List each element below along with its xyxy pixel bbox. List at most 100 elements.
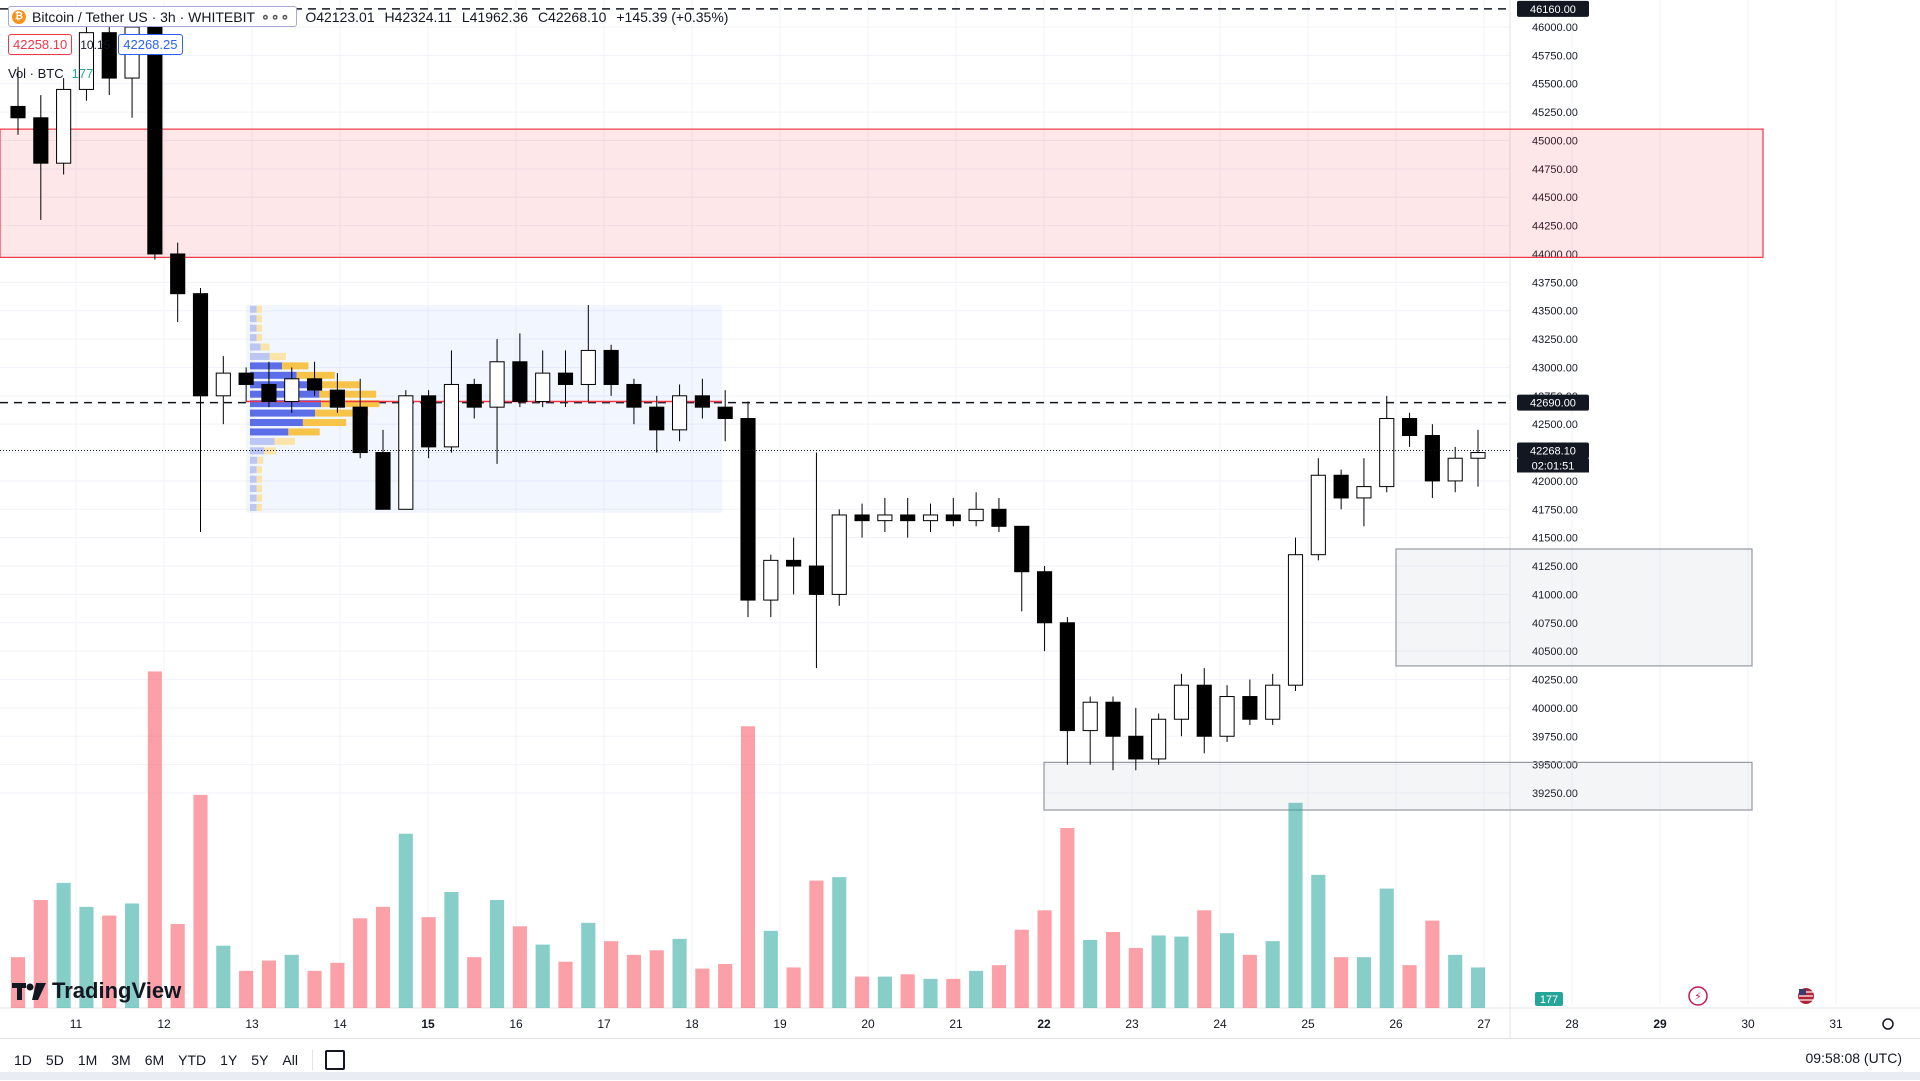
chart-canvas[interactable]: 46000.00 45750.00 45500.00 45250.00 45000.00… <box>0 0 1920 1038</box>
volume-label: Vol · BTC <box>8 66 64 81</box>
volume-bar <box>124 903 140 1008</box>
profile-bar-down <box>321 400 380 408</box>
timeframe-1m[interactable]: 1M <box>77 1052 98 1068</box>
time-tick-label: 22 <box>1037 1017 1051 1031</box>
chart-scroll-strip <box>0 1072 1920 1080</box>
time-tick-label: 14 <box>333 1017 347 1031</box>
candle-up <box>968 508 984 522</box>
price-tick-label: 43750.00 <box>1532 277 1578 289</box>
symbol-selector[interactable]: ₿ Bitcoin / Tether US · 3h · WHITEBIT ∘∘… <box>8 6 298 27</box>
volume-bar <box>1356 957 1372 1008</box>
volume-bar <box>1197 910 1212 1008</box>
candle-down <box>238 372 254 385</box>
price-tick-label: 42000.00 <box>1532 476 1578 488</box>
volume-bar <box>444 892 459 1008</box>
profile-bar-down <box>288 428 320 436</box>
profile-bar-down <box>319 390 377 398</box>
candle-down <box>10 105 26 119</box>
profile-bar-down <box>302 419 347 427</box>
profile-bar-up <box>250 494 257 502</box>
volume-bar <box>832 877 847 1008</box>
candle-down <box>649 406 665 431</box>
price-tick-label: 44500.00 <box>1532 192 1578 204</box>
buy-button[interactable]: 42268.25 <box>118 34 183 55</box>
supply-zone <box>0 128 1764 258</box>
volume-bar <box>1265 941 1280 1008</box>
timeframe-6m[interactable]: 6M <box>144 1052 165 1068</box>
time-tick-label: 16 <box>509 1017 523 1031</box>
change-value: +145.39 (+0.35%) <box>616 8 729 25</box>
tradingview-logo[interactable]: TradingView <box>12 978 181 1004</box>
volume-bar <box>512 926 527 1008</box>
price-tick-label: 41000.00 <box>1532 589 1578 601</box>
sell-button[interactable]: 42258.10 <box>8 34 73 55</box>
profile-bar-up <box>250 503 257 511</box>
price-tick-label: 40000.00 <box>1532 703 1578 715</box>
volume-bar <box>786 967 801 1008</box>
utc-clock[interactable]: 09:58:08 (UTC) <box>1805 1050 1902 1066</box>
volume-bar <box>809 880 824 1008</box>
volume-bar <box>1402 965 1417 1008</box>
timeframe-1d[interactable]: 1D <box>14 1052 32 1068</box>
candle-down <box>1333 474 1349 499</box>
candle-down <box>1059 622 1075 732</box>
candle-down <box>329 389 345 408</box>
profile-bar-down <box>315 409 369 417</box>
candle-up <box>78 32 95 90</box>
timeframe-all[interactable]: All <box>282 1052 298 1068</box>
candle-down <box>945 514 961 522</box>
volume-bar <box>1334 957 1349 1008</box>
volume-bar <box>261 960 277 1008</box>
volume-bar <box>649 950 664 1008</box>
time-tick-label: 18 <box>685 1017 699 1031</box>
volume-bar <box>79 906 94 1008</box>
logo-text: TradingView <box>52 978 182 1003</box>
profile-bar-down <box>256 494 262 502</box>
candle-up <box>398 395 414 510</box>
time-tick-label: 27 <box>1477 1017 1491 1031</box>
candle-up <box>1310 474 1326 556</box>
volume-bar <box>558 961 573 1008</box>
timeframe-5d[interactable]: 5D <box>45 1052 64 1068</box>
volume-bar <box>1219 933 1235 1008</box>
calendar-range-icon[interactable] <box>324 1050 345 1070</box>
time-tick-label: 19 <box>773 1017 787 1031</box>
profile-bar-down <box>282 362 309 370</box>
profile-bar-down <box>296 371 335 379</box>
profile-bar-down <box>256 305 262 313</box>
profile-bar-down <box>256 475 262 483</box>
more-dots-icon[interactable]: ∘∘∘ <box>261 8 291 24</box>
candle-up <box>831 514 847 595</box>
candle-down <box>147 26 163 255</box>
candle-down <box>786 559 802 567</box>
candle-down <box>33 117 49 164</box>
level-badge-text: 42690.00 <box>1530 398 1576 410</box>
candle-down <box>375 452 391 510</box>
timeframe-5y[interactable]: 5Y <box>251 1052 269 1068</box>
volume-legend: Vol · BTC 177 <box>8 66 93 81</box>
profile-bar-down <box>256 315 262 323</box>
candle-up <box>284 378 300 402</box>
volume-bar <box>1379 888 1394 1008</box>
timeframe-3m[interactable]: 3M <box>111 1052 131 1068</box>
candle-up <box>1470 452 1486 459</box>
profile-bar-up <box>250 428 289 436</box>
price-tick-label: 45000.00 <box>1532 135 1578 147</box>
candle-up <box>922 514 939 522</box>
volume-bar <box>239 970 254 1008</box>
volume-bar <box>718 964 733 1008</box>
candle-down <box>101 32 117 79</box>
timeframe-ytd[interactable]: YTD <box>178 1052 207 1068</box>
volume-bar <box>170 924 185 1008</box>
volume-bar <box>1128 948 1143 1008</box>
volume-bar <box>695 968 710 1008</box>
timeframe-1y[interactable]: 1Y <box>220 1052 238 1068</box>
volume-bar <box>375 906 391 1008</box>
volume-bar <box>1014 929 1029 1008</box>
candle-down <box>694 395 710 408</box>
volume-axis-badge-text: 177 <box>1540 994 1558 1006</box>
candle-down <box>1128 735 1144 760</box>
price-tick-label: 46000.00 <box>1532 22 1578 34</box>
candle-down <box>1242 696 1258 720</box>
price-tick-label: 42500.00 <box>1532 419 1578 431</box>
